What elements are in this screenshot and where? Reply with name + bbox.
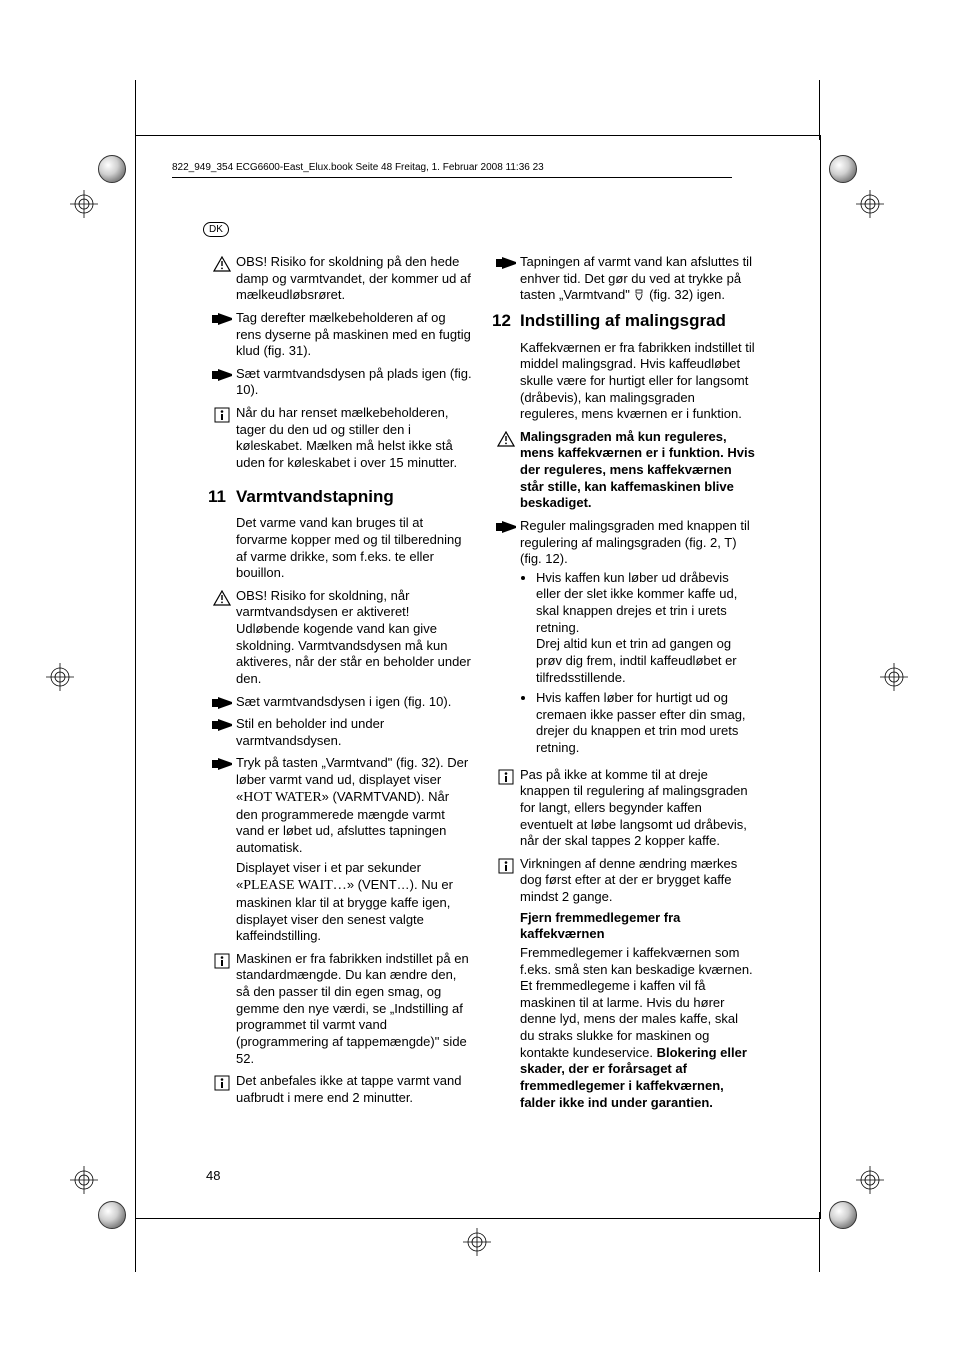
section-title: Varmtvandstapning (236, 486, 394, 508)
print-header: 822_949_354 ECG6600-East_Elux.book Seite… (172, 162, 544, 173)
hand-pointing-icon (211, 757, 233, 771)
warning-icon (497, 431, 515, 447)
body-content: OBS! Risiko for skoldning på den hede da… (208, 254, 756, 1149)
hand-pointing-icon (495, 256, 517, 270)
crop-line (135, 80, 136, 140)
hand-pointing-icon (495, 520, 517, 534)
paragraph: Kaffekværnen er fra fabrikken indstillet… (520, 340, 756, 423)
paragraph: Det anbefales ikke at tappe varmt vand u… (236, 1073, 472, 1106)
info-icon (214, 407, 230, 423)
page-number: 48 (206, 1168, 220, 1183)
registration-mark-icon (70, 190, 98, 218)
paragraph: Stil en beholder ind under varmtvandsdys… (236, 716, 472, 749)
printer-mark-sphere (829, 155, 857, 183)
paragraph: Malingsgraden må kun reguleres, mens kaf… (520, 429, 756, 512)
paragraph: Tapningen af varmt vand kan afsluttes ti… (520, 254, 756, 304)
printer-mark-sphere (98, 1201, 126, 1229)
crop-line (819, 80, 820, 140)
paragraph: OBS! Risiko for skoldning, når varmtvand… (236, 588, 472, 688)
warning-icon (213, 256, 231, 272)
section-number: 12 (492, 310, 520, 332)
bullet-list: Hvis kaffen kun løber ud dråbevis eller … (520, 570, 756, 757)
info-icon (214, 1075, 230, 1091)
paragraph: Tag derefter mælkebeholderen af og rens … (236, 310, 472, 360)
registration-mark-icon (70, 1166, 98, 1194)
manual-page: 822_949_354 ECG6600-East_Elux.book Seite… (0, 0, 954, 1351)
crop-line (135, 1212, 136, 1272)
paragraph: OBS! Risiko for skoldning på den hede da… (236, 254, 472, 304)
registration-mark-icon (856, 1166, 884, 1194)
warning-icon (213, 590, 231, 606)
paragraph: Tryk på tasten „Varmtvand" (fig. 32). De… (236, 755, 472, 944)
printer-mark-sphere (98, 155, 126, 183)
info-icon (498, 769, 514, 785)
paragraph: Pas på ikke at komme til at dreje knappe… (520, 767, 756, 850)
paragraph: Maskinen er fra fabrikken indstillet på … (236, 951, 472, 1067)
header-rule (172, 177, 732, 178)
registration-mark-icon (880, 663, 908, 691)
registration-mark-icon (856, 190, 884, 218)
list-item: Hvis kaffen kun løber ud dråbevis eller … (536, 570, 756, 686)
hand-pointing-icon (211, 696, 233, 710)
section-number: 11 (208, 486, 236, 508)
registration-mark-icon (46, 663, 74, 691)
printer-mark-sphere (829, 1201, 857, 1229)
info-icon (214, 953, 230, 969)
hand-pointing-icon (211, 312, 233, 326)
paragraph: Det varme vand kan bruges til at forvarm… (236, 515, 472, 582)
sub-heading: Fjern fremmedlegemer fra kaffekværnen (520, 910, 756, 943)
hand-pointing-icon (211, 368, 233, 382)
paragraph: Sæt varmtvandsdysen på plads igen (fig. … (236, 366, 472, 399)
paragraph: Når du har renset mælkebeholderen, tager… (236, 405, 472, 472)
paragraph: Sæt varmtvandsdysen i igen (fig. 10). (236, 694, 472, 711)
list-item: Hvis kaffen løber for hurtigt ud og crem… (536, 690, 756, 757)
section-title: Indstilling af malingsgrad (520, 310, 726, 332)
hotwater-button-icon (633, 289, 645, 301)
registration-mark-icon (463, 1228, 491, 1256)
hand-pointing-icon (211, 718, 233, 732)
locale-badge: DK (203, 222, 229, 237)
paragraph: Reguler malingsgraden med knappen til re… (520, 518, 756, 761)
info-icon (498, 858, 514, 874)
crop-line (819, 1212, 820, 1272)
paragraph: Virkningen af denne ændring mærkes dog f… (520, 856, 756, 1111)
